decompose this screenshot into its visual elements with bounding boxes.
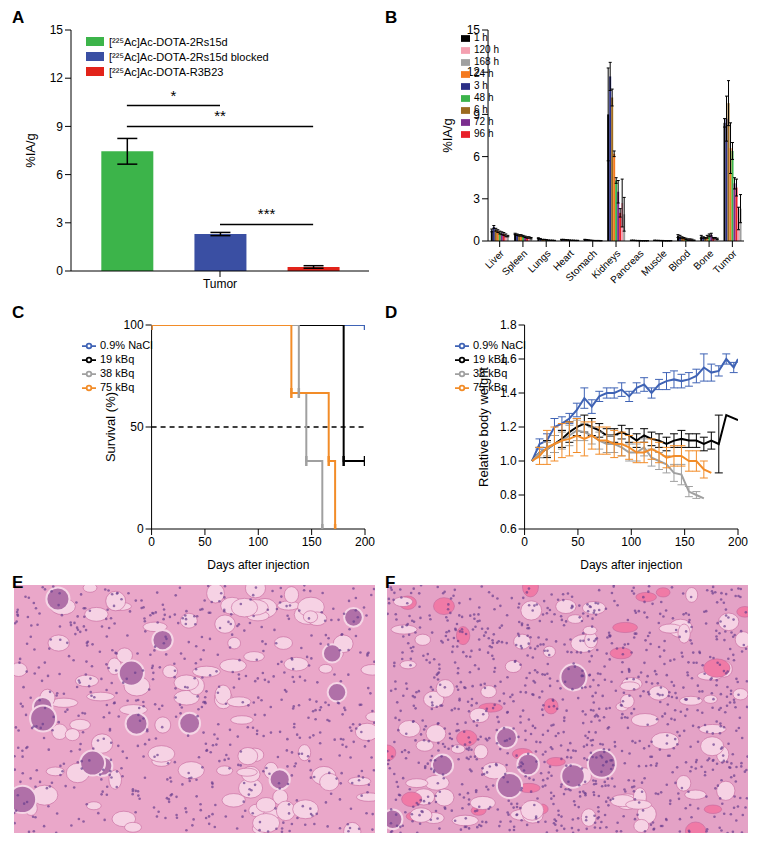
svg-text:Days after injection: Days after injection — [580, 558, 682, 572]
svg-text:1.4: 1.4 — [500, 386, 517, 400]
svg-text:Blood: Blood — [666, 248, 692, 274]
svg-text:Lungs: Lungs — [526, 248, 553, 275]
svg-text:3: 3 — [473, 192, 480, 206]
svg-text:100: 100 — [248, 535, 268, 549]
svg-text:*: * — [171, 87, 177, 104]
svg-text:200: 200 — [355, 535, 375, 549]
svg-text:50: 50 — [130, 420, 144, 434]
svg-text:0: 0 — [56, 264, 63, 278]
svg-text:9: 9 — [473, 108, 480, 122]
svg-text:0: 0 — [521, 535, 528, 549]
svg-text:Tumor: Tumor — [711, 247, 739, 275]
svg-text:50: 50 — [198, 535, 212, 549]
svg-text:150: 150 — [675, 535, 695, 549]
svg-text:6: 6 — [473, 150, 480, 164]
svg-text:Spleen: Spleen — [500, 248, 530, 278]
svg-text:12: 12 — [50, 71, 64, 85]
svg-text:Pancreas: Pancreas — [608, 248, 646, 286]
svg-text:Muscle: Muscle — [639, 247, 669, 277]
svg-text:100: 100 — [621, 535, 641, 549]
svg-text:Tumor: Tumor — [203, 277, 237, 291]
svg-text:15: 15 — [50, 23, 64, 37]
svg-text:0: 0 — [148, 535, 155, 549]
svg-text:200: 200 — [728, 535, 748, 549]
svg-text:%IA/g: %IA/g — [23, 133, 38, 168]
svg-text:***: *** — [258, 205, 276, 222]
svg-text:3: 3 — [56, 216, 63, 230]
svg-text:1.0: 1.0 — [500, 454, 517, 468]
svg-text:100: 100 — [124, 318, 144, 332]
svg-text:1.8: 1.8 — [500, 318, 517, 332]
svg-text:6: 6 — [56, 168, 63, 182]
svg-text:0.8: 0.8 — [500, 488, 517, 502]
svg-text:1.6: 1.6 — [500, 352, 517, 366]
svg-text:50: 50 — [571, 535, 585, 549]
svg-text:%IA/g: %IA/g — [440, 118, 455, 153]
svg-text:Survival (%): Survival (%) — [103, 392, 118, 462]
svg-text:150: 150 — [302, 535, 322, 549]
svg-text:Days after injection: Days after injection — [207, 558, 309, 572]
svg-text:**: ** — [214, 107, 226, 124]
svg-text:9: 9 — [56, 120, 63, 134]
svg-text:Relative body weight: Relative body weight — [476, 367, 491, 487]
svg-text:15: 15 — [467, 23, 481, 37]
svg-text:0.6: 0.6 — [500, 522, 517, 536]
svg-text:0: 0 — [473, 234, 480, 248]
svg-text:0: 0 — [137, 522, 144, 536]
svg-text:1.2: 1.2 — [500, 420, 517, 434]
svg-text:12: 12 — [467, 65, 481, 79]
